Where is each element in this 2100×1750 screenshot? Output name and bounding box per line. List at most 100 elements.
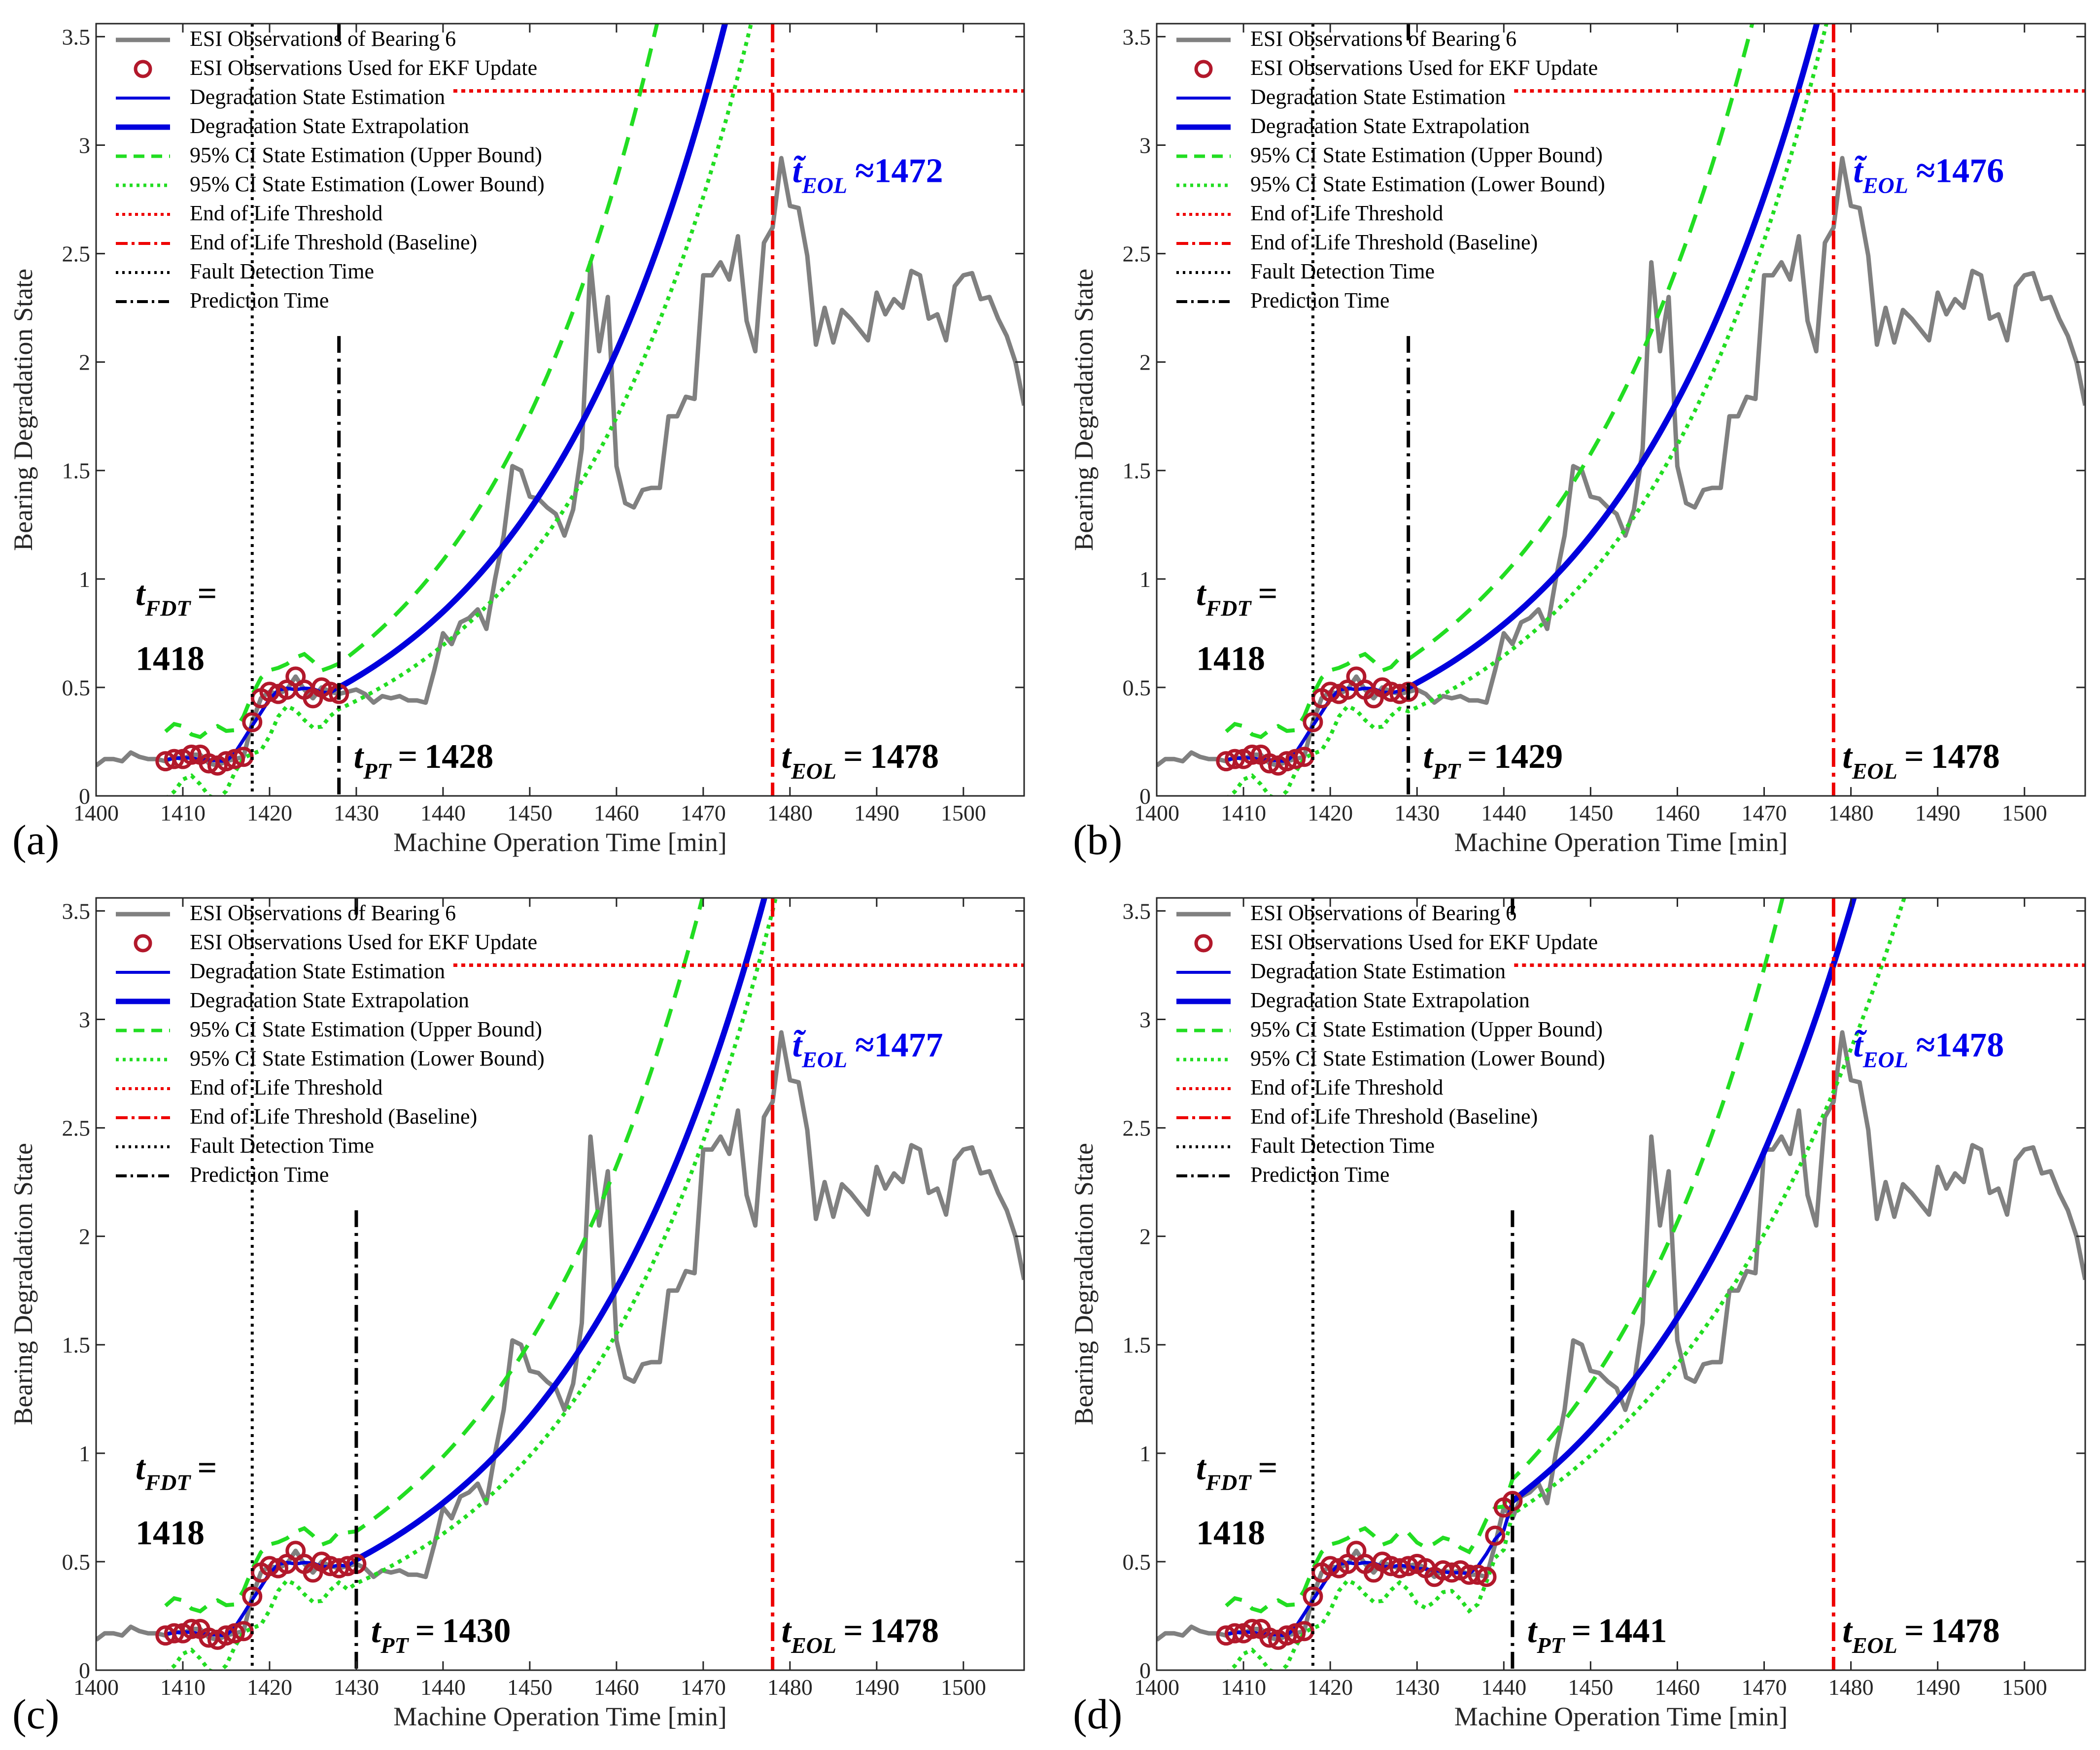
legend-entry: Degradation State Estimation bbox=[1250, 85, 1506, 109]
x-tick-label: 1500 bbox=[941, 800, 986, 825]
legend-entry: 95% CI State Estimation (Upper Bound) bbox=[190, 1017, 542, 1041]
ekf-point bbox=[1476, 1567, 1497, 1587]
legend: ESI Observations of Bearing 6 ESI Observa… bbox=[116, 901, 545, 1187]
eq-symbol: = bbox=[1904, 1612, 1924, 1650]
pt-subscript: PT bbox=[380, 1633, 409, 1658]
y-tick-label: 2.5 bbox=[1123, 1116, 1151, 1141]
fdt-subscript: FDT bbox=[144, 1470, 191, 1495]
t-eol-est-value: 1472 bbox=[874, 152, 943, 190]
eol-subscript: EOL bbox=[1852, 1633, 1897, 1658]
x-tick-label: 1450 bbox=[507, 1675, 552, 1700]
y-tick-label: 1 bbox=[1139, 567, 1151, 592]
ekf-point bbox=[1294, 747, 1314, 767]
y-tick-label: 3 bbox=[79, 133, 90, 158]
ekf-point bbox=[1303, 712, 1323, 732]
plot-lines bbox=[1157, 898, 2085, 1670]
y-tick-label: 3 bbox=[1139, 1007, 1151, 1032]
x-tick-label: 1480 bbox=[767, 1675, 813, 1700]
legend: ESI Observations of Bearing 6 ESI Observa… bbox=[116, 27, 545, 312]
legend-entry: End of Life Threshold bbox=[190, 1075, 382, 1099]
x-tick-label: 1470 bbox=[1742, 1675, 1787, 1700]
x-tick-label: 1400 bbox=[1134, 800, 1179, 825]
x-tick-label: 1490 bbox=[854, 800, 899, 825]
plot-lines bbox=[96, 24, 1024, 796]
panel-letter: (b) bbox=[1073, 816, 1122, 863]
x-tick-label: 1440 bbox=[1481, 1675, 1526, 1700]
y-tick-label: 0 bbox=[1139, 1658, 1151, 1683]
y-tick-label: 2.5 bbox=[62, 1116, 91, 1141]
fdt-subscript: FDT bbox=[1205, 596, 1252, 621]
eq-symbol: = bbox=[1258, 575, 1277, 613]
y-tick-label: 0 bbox=[1139, 784, 1151, 809]
x-tick-label: 1460 bbox=[594, 1675, 639, 1700]
eol-subscript: EOL bbox=[791, 758, 836, 784]
ekf-point bbox=[1285, 1623, 1306, 1644]
y-tick-label: 2 bbox=[79, 350, 90, 375]
ekf-point bbox=[233, 1621, 254, 1642]
legend-entry: Degradation State Extrapolation bbox=[1250, 114, 1530, 138]
ekf-point bbox=[1242, 744, 1263, 765]
legend-entry: Fault Detection Time bbox=[1250, 259, 1435, 283]
axes-box bbox=[95, 23, 1025, 797]
eq-symbol: = bbox=[1904, 738, 1924, 776]
x-tick-label: 1410 bbox=[160, 1675, 206, 1700]
x-tick-label: 1480 bbox=[1828, 800, 1874, 825]
y-tick-label: 1.5 bbox=[62, 1333, 91, 1358]
t-pt-label: tPT = 1441 bbox=[1527, 1612, 1667, 1658]
extrapolation-line bbox=[1407, 24, 1820, 690]
legend-marker bbox=[1194, 934, 1213, 953]
t-eol-label: tEOL = 1478 bbox=[1842, 738, 1999, 784]
panel-b: 1400 1410 1420 1430 1440 1450 1460 1470 1480 1490… bbox=[1069, 23, 2086, 863]
x-tick-label: 1460 bbox=[594, 800, 639, 825]
t-eol-label: tEOL = 1478 bbox=[782, 1612, 939, 1658]
x-tick-label: 1410 bbox=[160, 800, 206, 825]
x-tick-label: 1450 bbox=[1568, 1675, 1613, 1700]
t-pt-value: 1441 bbox=[1598, 1612, 1667, 1650]
eol-subscript: EOL bbox=[791, 1633, 836, 1658]
legend-entry: Degradation State Estimation bbox=[190, 85, 445, 109]
panel-letter: (c) bbox=[12, 1690, 59, 1738]
ekf-point bbox=[233, 747, 254, 767]
t-eol-est-value: 1478 bbox=[1935, 1026, 2004, 1064]
y-tick-label: 0 bbox=[79, 1658, 90, 1683]
x-tick-label: 1490 bbox=[854, 1675, 899, 1700]
x-tick-label: 1400 bbox=[73, 1675, 119, 1700]
legend-entry: 95% CI State Estimation (Upper Bound) bbox=[190, 143, 542, 167]
y-tick-label: 1 bbox=[1139, 1441, 1151, 1466]
fdt-subscript: FDT bbox=[1205, 1470, 1252, 1495]
eol-subscript: EOL bbox=[1862, 172, 1908, 198]
x-tick-label: 1420 bbox=[1308, 1675, 1353, 1700]
legend-entry: End of Life Threshold bbox=[190, 201, 382, 225]
legend-entry: Prediction Time bbox=[190, 1163, 329, 1187]
legend-entry: 95% CI State Estimation (Lower Bound) bbox=[1250, 172, 1605, 196]
legend-entry: Fault Detection Time bbox=[1250, 1133, 1435, 1158]
t-symbol: t bbox=[1842, 1612, 1853, 1650]
legend-marker bbox=[134, 60, 152, 78]
t-symbol: t bbox=[1196, 1449, 1207, 1487]
x-tick-label: 1430 bbox=[1394, 1675, 1440, 1700]
x-tick-label: 1480 bbox=[1828, 1675, 1874, 1700]
eq-symbol: = bbox=[843, 1612, 863, 1650]
legend-entry: 95% CI State Estimation (Upper Bound) bbox=[1250, 143, 1603, 167]
legend-entry: Fault Detection Time bbox=[190, 259, 374, 283]
y-axis-label: Bearing Degradation State bbox=[8, 269, 38, 551]
axes-box bbox=[1156, 23, 2086, 797]
x-tick-label: 1420 bbox=[1308, 800, 1353, 825]
t-eol-label: tEOL = 1478 bbox=[782, 738, 939, 784]
ekf-point bbox=[242, 1586, 263, 1607]
panel-d: 1400 1410 1420 1430 1440 1450 1460 1470 1480 1490… bbox=[1069, 897, 2086, 1738]
legend-entry: End of Life Threshold (Baseline) bbox=[1250, 230, 1538, 254]
t-symbol: t bbox=[782, 738, 792, 776]
y-tick-label: 1.5 bbox=[1123, 458, 1151, 483]
t-fdt-value: 1418 bbox=[136, 640, 205, 678]
x-tick-label: 1450 bbox=[507, 800, 552, 825]
x-tick-label: 1410 bbox=[1221, 1675, 1266, 1700]
y-tick-label: 2 bbox=[1139, 350, 1151, 375]
panel-a: 1400 1410 1420 1430 1440 1450 1460 1470 1480 1490… bbox=[8, 23, 1025, 863]
t-pt-value: 1430 bbox=[442, 1612, 511, 1650]
t-pt-value: 1428 bbox=[424, 738, 493, 776]
y-tick-label: 3.5 bbox=[1123, 898, 1151, 924]
ekf-point bbox=[225, 749, 245, 769]
legend: ESI Observations of Bearing 6 ESI Observa… bbox=[1176, 27, 1605, 312]
ekf-point bbox=[1485, 1525, 1506, 1546]
